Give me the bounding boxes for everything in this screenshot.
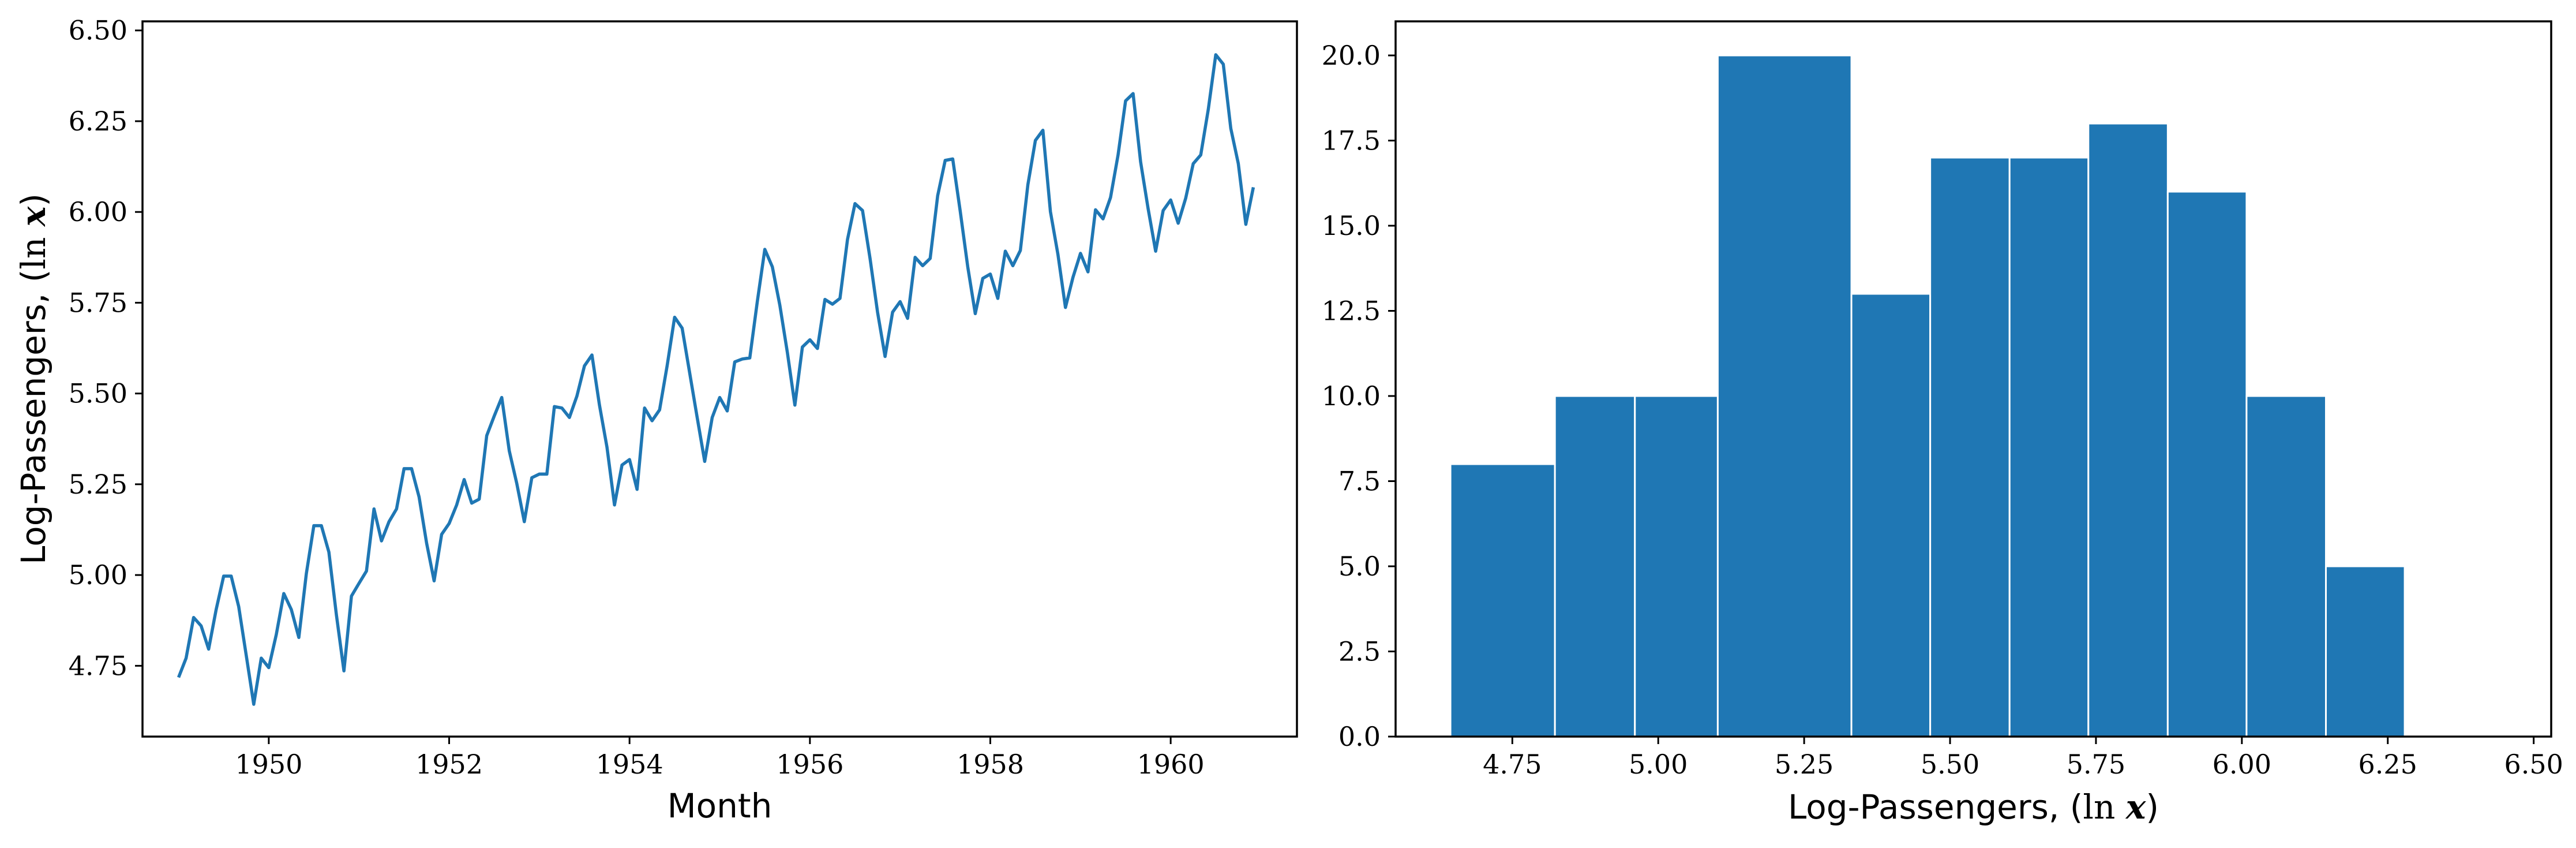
y-tick-label: 4.75 (69, 650, 128, 681)
histogram-bar (1716, 54, 1853, 738)
histogram-bars (1449, 54, 2406, 738)
x-tick-label: 5.25 (1775, 749, 1833, 780)
y-tick-label: 12.5 (1322, 296, 1381, 327)
x-tick-label: 1958 (957, 749, 1024, 780)
y-tick-label: 6.00 (69, 196, 128, 227)
y-tick-label: 6.50 (69, 15, 128, 46)
x-tick-label: 4.75 (1483, 749, 1542, 780)
histogram-ticks: 4.75 5.00 5.25 5.50 5.75 6.00 6.25 6.50 0.0 2.5 5.… (1322, 40, 2563, 780)
histogram-bar (1554, 395, 1636, 738)
x-tick-label: 1952 (415, 749, 483, 780)
histogram-x-axis-label-text: Log-Passengers, (ln x) (1788, 787, 2159, 827)
y-tick-label: 5.75 (69, 287, 128, 318)
line-chart-x-axis-label: Month (668, 786, 773, 825)
x-tick-label: 1960 (1137, 749, 1205, 780)
x-tick-label: 5.50 (1921, 749, 1979, 780)
histogram-bar (2325, 565, 2406, 738)
histogram-bar (1634, 395, 1719, 738)
y-tick-label: 10.0 (1322, 380, 1381, 412)
histogram-panel: 4.75 5.00 5.25 5.50 5.75 6.00 6.25 6.50 0.0 2.5 5.… (1322, 20, 2563, 827)
histogram-bar (1929, 156, 2011, 738)
x-tick-label: 6.50 (2504, 749, 2563, 780)
line-chart-frame (141, 20, 1298, 738)
x-tick-label: 1950 (235, 749, 302, 780)
y-tick-label: 5.25 (69, 469, 128, 500)
y-tick-label: 5.00 (69, 559, 128, 591)
histogram-bar (2008, 156, 2090, 738)
y-tick-label: 6.25 (69, 106, 128, 137)
x-tick-label: 6.00 (2213, 749, 2271, 780)
histogram-bar (2245, 395, 2327, 738)
y-tick-label: 7.5 (1338, 466, 1381, 497)
histogram-bar (2166, 190, 2248, 738)
x-tick-label: 1956 (776, 749, 843, 780)
histogram-x-axis-label: Log-Passengers, (ln x) (1788, 787, 2159, 827)
y-tick-label: 5.50 (69, 378, 128, 409)
log-passengers-line (177, 53, 1255, 706)
x-tick-label: 1954 (596, 749, 663, 780)
histogram-bar (1850, 293, 1932, 738)
histogram-frame (1394, 20, 2552, 738)
y-tick-label: 15.0 (1322, 210, 1381, 241)
line-chart-y-axis-label-text: Log-Passengers, (ln x) (14, 193, 53, 565)
line-chart-panel: 1950 1952 1954 1956 1958 1960 4.75 5.00 5.25 5.50… (14, 15, 1298, 825)
x-tick-label: 5.75 (2067, 749, 2125, 780)
y-tick-label: 5.0 (1338, 551, 1381, 582)
line-chart-ticks: 1950 1952 1954 1956 1958 1960 4.75 5.00 5.25 5.50… (69, 15, 1205, 780)
histogram-bar (2087, 122, 2169, 738)
y-tick-label: 0.0 (1338, 721, 1381, 752)
x-tick-label: 5.00 (1629, 749, 1688, 780)
y-tick-label: 2.5 (1338, 636, 1381, 667)
x-tick-label: 6.25 (2358, 749, 2417, 780)
y-tick-label: 20.0 (1322, 40, 1381, 71)
y-tick-label: 17.5 (1322, 125, 1381, 156)
line-chart-y-axis-label: Log-Passengers, (ln x) (14, 193, 53, 565)
histogram-bar (1449, 463, 1556, 738)
